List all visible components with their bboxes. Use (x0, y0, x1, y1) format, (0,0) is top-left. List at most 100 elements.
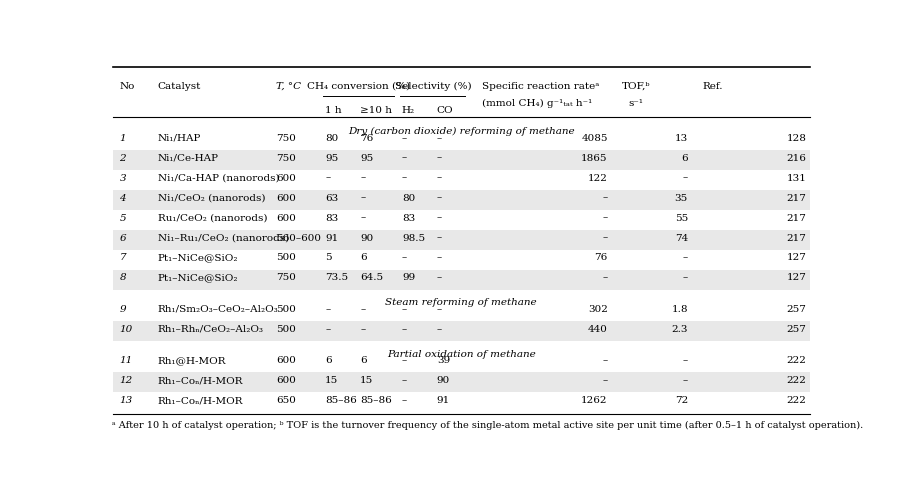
Text: 15: 15 (325, 376, 338, 385)
Text: 600: 600 (276, 193, 296, 203)
Text: 1.8: 1.8 (671, 305, 688, 314)
Text: 8: 8 (120, 274, 126, 282)
Text: –: – (436, 154, 442, 163)
Text: 122: 122 (588, 174, 608, 183)
Text: 5: 5 (120, 214, 126, 223)
Text: Steam reforming of methane: Steam reforming of methane (385, 298, 537, 307)
Text: s⁻¹: s⁻¹ (628, 99, 644, 108)
Text: 750: 750 (276, 134, 296, 143)
Text: 4085: 4085 (581, 134, 608, 143)
Text: –: – (602, 274, 608, 282)
Text: 63: 63 (325, 193, 338, 203)
Bar (112, 190, 810, 210)
Text: 74: 74 (675, 234, 688, 242)
Text: TOF,ᵇ: TOF,ᵇ (621, 82, 650, 91)
Text: 216: 216 (787, 154, 806, 163)
Text: 217: 217 (787, 214, 806, 223)
Text: Selectivity (%): Selectivity (%) (395, 82, 472, 91)
Text: Rh₁–Coₙ/H-MOR: Rh₁–Coₙ/H-MOR (158, 376, 243, 385)
Text: 6: 6 (360, 356, 366, 365)
Text: 3: 3 (120, 174, 126, 183)
Text: 2.3: 2.3 (671, 325, 688, 334)
Text: 500: 500 (276, 253, 296, 263)
Text: 650: 650 (276, 396, 296, 405)
Text: Ni₁–Ru₁/CeO₂ (nanorods): Ni₁–Ru₁/CeO₂ (nanorods) (158, 234, 289, 242)
Text: –: – (683, 274, 688, 282)
Text: –: – (402, 253, 407, 263)
Text: 90: 90 (360, 234, 373, 242)
Text: –: – (602, 214, 608, 223)
Text: 15: 15 (360, 376, 373, 385)
Text: 13: 13 (120, 396, 132, 405)
Text: Pt₁–NiCe@SiO₂: Pt₁–NiCe@SiO₂ (158, 274, 239, 282)
Text: 91: 91 (436, 396, 450, 405)
Text: –: – (325, 174, 330, 183)
Text: 500: 500 (276, 305, 296, 314)
Text: 500: 500 (276, 325, 296, 334)
Text: 95: 95 (360, 154, 373, 163)
Text: 55: 55 (675, 214, 688, 223)
Text: 12: 12 (120, 376, 132, 385)
Text: 600: 600 (276, 376, 296, 385)
Text: 98.5: 98.5 (402, 234, 425, 242)
Text: 1 h: 1 h (325, 106, 342, 115)
Text: 10: 10 (120, 325, 132, 334)
Text: 91: 91 (325, 234, 338, 242)
Text: –: – (402, 174, 407, 183)
Text: 600: 600 (276, 174, 296, 183)
Text: –: – (436, 193, 442, 203)
Text: Rh₁/Sm₂O₃–CeO₂–Al₂O₃: Rh₁/Sm₂O₃–CeO₂–Al₂O₃ (158, 305, 279, 314)
Text: 11: 11 (120, 356, 132, 365)
Text: Ni₁/Ca-HAP (nanorods): Ni₁/Ca-HAP (nanorods) (158, 174, 280, 183)
Text: ᵃ After 10 h of catalyst operation; ᵇ TOF is the turnover frequency of the singl: ᵃ After 10 h of catalyst operation; ᵇ TO… (112, 421, 864, 430)
Text: Rh₁–Coₙ/H-MOR: Rh₁–Coₙ/H-MOR (158, 396, 243, 405)
Text: –: – (436, 325, 442, 334)
Text: 1865: 1865 (581, 154, 608, 163)
Text: 95: 95 (325, 154, 338, 163)
Text: 73.5: 73.5 (325, 274, 348, 282)
Text: 750: 750 (276, 154, 296, 163)
Text: 222: 222 (787, 376, 806, 385)
Text: 600: 600 (276, 356, 296, 365)
Text: Rh₁–Rhₙ/CeO₂–Al₂O₃: Rh₁–Rhₙ/CeO₂–Al₂O₃ (158, 325, 264, 334)
Text: 128: 128 (787, 134, 806, 143)
Text: –: – (402, 325, 407, 334)
Text: Catalyst: Catalyst (158, 82, 202, 91)
Text: 2: 2 (120, 154, 126, 163)
Text: 72: 72 (675, 396, 688, 405)
Text: Dry (carbon dioxide) reforming of methane: Dry (carbon dioxide) reforming of methan… (348, 127, 574, 136)
Text: 6: 6 (681, 154, 688, 163)
Text: –: – (402, 154, 407, 163)
Text: Rh₁@H-MOR: Rh₁@H-MOR (158, 356, 226, 365)
Text: Ni₁/CeO₂ (nanorods): Ni₁/CeO₂ (nanorods) (158, 193, 266, 203)
Text: –: – (402, 305, 407, 314)
Text: –: – (436, 234, 442, 242)
Bar (112, 321, 810, 341)
Text: –: – (436, 305, 442, 314)
Text: Specific reaction rateᵃ: Specific reaction rateᵃ (482, 82, 599, 91)
Text: 83: 83 (402, 214, 415, 223)
Text: Partial oxidation of methane: Partial oxidation of methane (387, 349, 536, 359)
Text: Ref.: Ref. (702, 82, 723, 91)
Text: 90: 90 (436, 376, 450, 385)
Text: –: – (325, 325, 330, 334)
Text: –: – (360, 325, 365, 334)
Text: 13: 13 (675, 134, 688, 143)
Text: 127: 127 (787, 274, 806, 282)
Text: 80: 80 (402, 193, 415, 203)
Text: Ru₁/CeO₂ (nanorods): Ru₁/CeO₂ (nanorods) (158, 214, 267, 223)
Text: 127: 127 (787, 253, 806, 263)
Text: 6: 6 (360, 253, 366, 263)
Text: 131: 131 (787, 174, 806, 183)
Text: 83: 83 (325, 214, 338, 223)
Text: 35: 35 (675, 193, 688, 203)
Text: –: – (683, 356, 688, 365)
Text: Ni₁/HAP: Ni₁/HAP (158, 134, 202, 143)
Text: 6: 6 (120, 234, 126, 242)
Text: 9: 9 (120, 305, 126, 314)
Text: 85–86: 85–86 (360, 396, 392, 405)
Text: –: – (325, 305, 330, 314)
Bar (112, 270, 810, 290)
Text: –: – (360, 193, 365, 203)
Text: –: – (602, 193, 608, 203)
